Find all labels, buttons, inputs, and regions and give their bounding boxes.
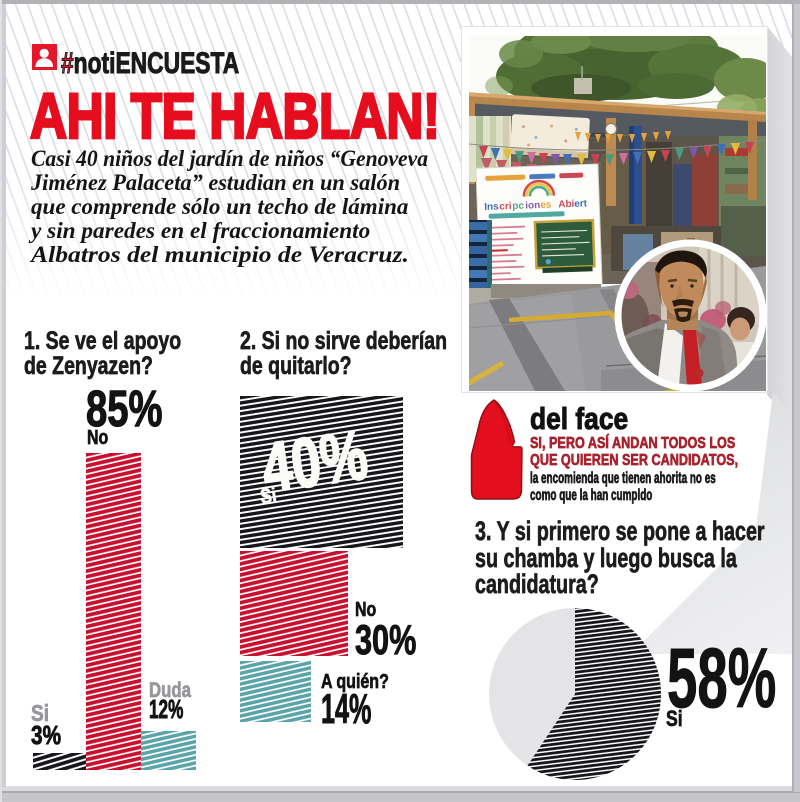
svg-text:ion: ion [525,200,540,212]
svg-text:ert: ert [574,198,588,209]
svg-text:cri: cri [499,201,512,212]
svg-text:Abi: Abi [558,199,575,211]
svg-text:Ins: Ins [484,201,499,213]
svg-text:pc: pc [512,201,524,212]
svg-text:es: es [540,200,552,211]
